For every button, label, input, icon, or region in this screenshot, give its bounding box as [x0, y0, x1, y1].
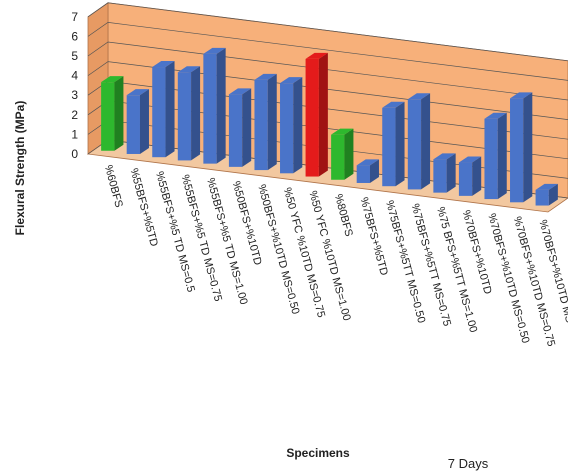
- bar-front: [407, 99, 422, 190]
- x-tick-label: %60BFS: [102, 164, 125, 209]
- x-tick-label: %80BFS: [332, 193, 355, 238]
- bar-side: [395, 101, 405, 187]
- bar-side: [369, 159, 379, 183]
- bar-side: [446, 153, 456, 193]
- gridline: [87, 22, 568, 81]
- y-tick-label: 0: [71, 147, 78, 161]
- bars: [101, 47, 558, 206]
- bar-front: [535, 189, 549, 206]
- bar-front: [126, 95, 140, 154]
- bar-front: [331, 134, 345, 180]
- bar-top: [510, 92, 533, 99]
- bar-front: [101, 82, 115, 151]
- bar: [356, 159, 379, 183]
- bar: [254, 73, 277, 171]
- bar-side: [267, 73, 277, 171]
- bar: [228, 88, 252, 167]
- bar-side: [242, 88, 252, 167]
- bar: [280, 77, 303, 174]
- bar-side: [523, 92, 533, 203]
- bar-top: [101, 76, 124, 83]
- chart-caption: 7 Days: [448, 456, 489, 471]
- y-tick-label: 1: [71, 127, 78, 141]
- bar-front: [228, 94, 243, 167]
- bar: [407, 93, 431, 190]
- bar-top: [152, 61, 175, 68]
- y-axis-title: Flexural Strength (MPa): [13, 101, 27, 236]
- bar-side: [114, 76, 124, 151]
- bar-front: [382, 107, 396, 187]
- bar-front: [305, 58, 319, 177]
- bar-front: [177, 72, 192, 161]
- bar-front: [433, 159, 447, 193]
- y-tick-label: 7: [71, 10, 78, 24]
- bar-top: [331, 128, 354, 135]
- bar-top: [382, 101, 405, 108]
- bar-side: [472, 156, 482, 196]
- bar-top: [535, 183, 558, 190]
- gridline: [87, 2, 568, 62]
- y-tick-label: 5: [71, 49, 78, 63]
- bar-top: [177, 66, 201, 73]
- bar: [458, 156, 482, 196]
- bar: [382, 101, 405, 187]
- bar-front: [152, 67, 166, 158]
- y-tick-label: 2: [71, 108, 78, 122]
- bar-top: [356, 159, 379, 166]
- bar-top: [228, 88, 252, 95]
- bar-front: [510, 98, 524, 203]
- bar: [305, 52, 328, 177]
- bar: [484, 112, 507, 200]
- bar-side: [139, 89, 149, 154]
- bar: [152, 61, 175, 158]
- bar-top: [433, 153, 456, 160]
- bar-top: [126, 89, 149, 96]
- bar-side: [293, 77, 303, 174]
- bar: [203, 47, 226, 164]
- bar: [101, 76, 124, 151]
- bar-side: [344, 128, 354, 180]
- gridline: [87, 41, 568, 101]
- bar-side: [548, 183, 558, 206]
- bar-side: [191, 66, 201, 161]
- x-axis-title: Specimens: [286, 446, 350, 460]
- bar-top: [458, 156, 482, 163]
- y-tick-label: 4: [71, 69, 78, 83]
- bar: [177, 66, 201, 161]
- bar: [331, 128, 354, 180]
- y-axis-ticks: 0 1 2 3 4 5 6 7: [71, 10, 78, 161]
- bar-side: [165, 61, 175, 158]
- bar-front: [484, 118, 498, 200]
- bar-top: [407, 93, 431, 100]
- y-tick-label: 3: [71, 88, 78, 102]
- bar-side: [216, 47, 226, 164]
- bar: [535, 183, 558, 206]
- y-tick-label: 6: [71, 29, 78, 43]
- bar-top: [280, 77, 303, 84]
- bar-side: [497, 112, 507, 200]
- bar-top: [305, 52, 328, 59]
- bar-front: [254, 79, 268, 171]
- bar-side: [421, 93, 431, 190]
- bar-front: [356, 165, 370, 183]
- bar-front: [280, 83, 294, 174]
- bar: [510, 92, 533, 203]
- bar-top: [254, 73, 277, 80]
- bar-top: [484, 112, 507, 119]
- bar-front: [203, 53, 217, 164]
- bar-side: [318, 52, 328, 177]
- bar: [126, 89, 149, 154]
- bar-top: [203, 47, 226, 54]
- bar: [433, 153, 456, 193]
- bar-front: [458, 162, 473, 196]
